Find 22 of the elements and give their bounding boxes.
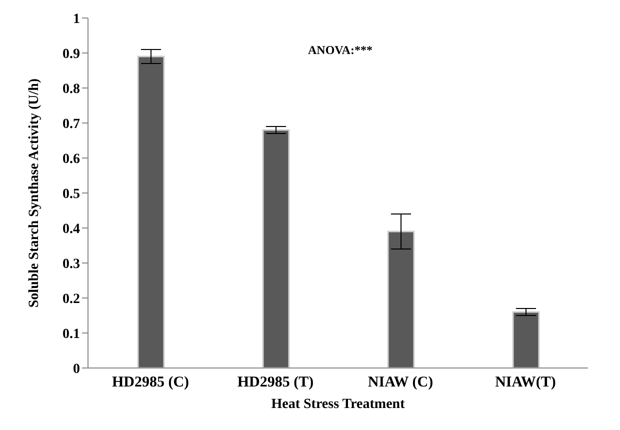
x-tick-label: HD2985 (C) bbox=[112, 374, 190, 391]
y-tick-label: 0.6 bbox=[62, 152, 80, 167]
y-tick-label: 0 bbox=[73, 362, 80, 377]
bar bbox=[137, 56, 165, 368]
y-tick-label: 0.3 bbox=[62, 256, 80, 272]
y-tick-label: 1 bbox=[73, 12, 80, 27]
y-tick-label: 0.5 bbox=[62, 186, 80, 202]
x-tick-label: HD2985 (T) bbox=[237, 374, 314, 391]
bar bbox=[512, 311, 540, 368]
y-tick-label: 0.8 bbox=[62, 82, 80, 97]
bar bbox=[262, 129, 290, 368]
y-tick-label: 0.2 bbox=[62, 292, 80, 307]
x-axis-title: Heat Stress Treatment bbox=[271, 397, 406, 412]
y-tick-label: 0.9 bbox=[62, 46, 80, 62]
annotation: ANOVA:*** bbox=[308, 43, 372, 58]
x-tick-label: NIAW (C) bbox=[368, 374, 434, 391]
y-tick-label: 0.7 bbox=[62, 116, 80, 132]
y-axis-title: Soluble Starch Synthase Activity (U/h) bbox=[26, 78, 42, 308]
y-tick-label: 0.1 bbox=[62, 326, 80, 342]
bar bbox=[387, 230, 415, 368]
y-tick-label: 0.4 bbox=[62, 222, 80, 237]
x-tick-label: NIAW(T) bbox=[495, 374, 556, 391]
